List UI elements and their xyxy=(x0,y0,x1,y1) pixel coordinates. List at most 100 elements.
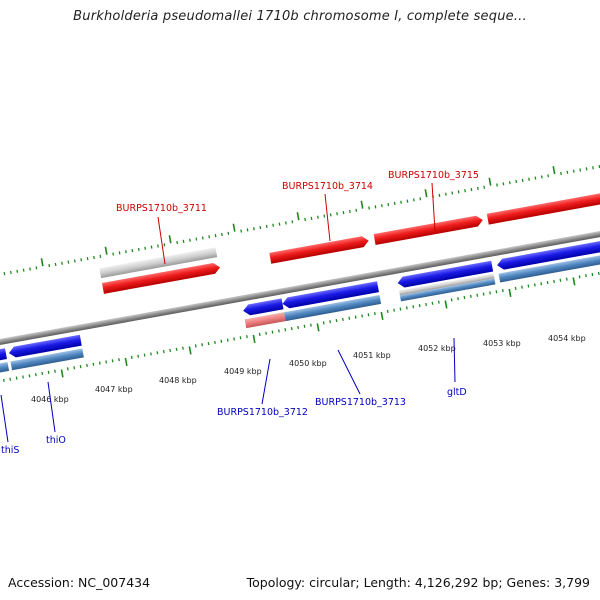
gene-label-BURPS1710b_3713[interactable]: BURPS1710b_3713 xyxy=(315,397,406,408)
minor-tick xyxy=(66,367,69,371)
gene-BURPS1710b_3713[interactable] xyxy=(282,281,379,309)
major-tick xyxy=(424,189,428,198)
minor-tick xyxy=(495,290,498,294)
major-tick xyxy=(124,357,128,367)
minor-tick xyxy=(246,228,249,232)
minor-tick xyxy=(329,320,332,324)
minor-tick xyxy=(227,231,230,235)
minor-tick xyxy=(163,243,166,247)
minor-tick xyxy=(22,375,24,379)
gene-thiS[interactable] xyxy=(0,348,7,362)
minor-tick xyxy=(457,190,460,194)
gene-BURPS1710b_3715[interactable] xyxy=(373,215,484,245)
minor-tick xyxy=(207,341,210,346)
minor-tick xyxy=(450,298,453,302)
minor-tick xyxy=(144,246,147,250)
gene-label-gltD[interactable]: gltD xyxy=(447,387,467,398)
minor-tick xyxy=(540,175,543,179)
minor-tick xyxy=(291,220,294,224)
minor-tick xyxy=(412,198,415,202)
minor-tick xyxy=(150,352,152,356)
minor-tick xyxy=(137,247,140,252)
minor-tick xyxy=(469,294,472,298)
minor-tick xyxy=(272,223,275,227)
minor-tick xyxy=(316,215,319,219)
minor-tick xyxy=(143,353,146,357)
minor-tick xyxy=(86,257,89,261)
minor-tick xyxy=(437,300,440,304)
minor-tick xyxy=(130,355,133,359)
gene-reverse-next[interactable] xyxy=(496,235,600,271)
scale-tick-label: 4053 kbp xyxy=(483,339,521,348)
minor-tick xyxy=(304,217,307,222)
scale-tick-label: 4049 kbp xyxy=(224,367,262,376)
cds-gltD[interactable] xyxy=(399,278,496,302)
minor-tick xyxy=(80,258,83,262)
cds-thiO[interactable] xyxy=(10,348,84,371)
gene-gltD[interactable] xyxy=(397,260,494,289)
minor-tick xyxy=(194,344,197,348)
scale-tick-label: 4051 kbp xyxy=(353,351,391,360)
minor-tick xyxy=(214,340,216,345)
minor-tick xyxy=(579,168,582,172)
gene-label-thiS[interactable]: thiS xyxy=(1,445,19,456)
pseudogene-gltD-bar[interactable] xyxy=(399,273,495,296)
minor-tick xyxy=(496,183,498,187)
gene-forward-next[interactable] xyxy=(486,189,600,225)
minor-tick xyxy=(169,348,172,353)
minor-tick xyxy=(476,293,479,297)
minor-tick xyxy=(214,234,217,238)
cds-3713[interactable] xyxy=(284,295,382,322)
minor-tick xyxy=(393,308,395,312)
minor-tick xyxy=(540,282,543,286)
gene-label-BURPS1710b_3712[interactable]: BURPS1710b_3712 xyxy=(217,407,308,418)
minor-tick xyxy=(157,244,159,248)
minor-tick xyxy=(489,291,491,295)
minor-tick xyxy=(28,374,31,378)
minor-tick xyxy=(92,362,95,366)
map-title: Burkholderia pseudomallei 1710b chromoso… xyxy=(73,9,527,24)
sequence-summary: Topology: circular; Length: 4,126,292 bp… xyxy=(246,575,590,590)
minor-tick xyxy=(336,212,338,216)
scale-tick-label: 4054 kbp xyxy=(548,334,586,343)
minor-tick xyxy=(54,262,57,267)
minor-tick xyxy=(111,359,114,363)
minor-tick xyxy=(514,286,517,290)
scale-tick-label: 4052 kbp xyxy=(418,344,456,353)
major-tick xyxy=(552,166,556,175)
minor-tick xyxy=(253,227,255,231)
cds-3712-partial[interactable] xyxy=(244,312,286,329)
minor-tick xyxy=(476,186,479,191)
major-tick xyxy=(508,288,512,297)
gene-BURPS1710b_3712[interactable] xyxy=(242,298,284,316)
gene-BURPS1710b_3711[interactable] xyxy=(101,262,221,294)
minor-tick xyxy=(521,285,523,289)
minor-tick xyxy=(533,283,536,287)
leader-line xyxy=(453,337,456,383)
minor-tick xyxy=(156,351,159,355)
gene-label-BURPS1710b_3715[interactable]: BURPS1710b_3715 xyxy=(388,170,479,181)
gene-BURPS1710b_3714[interactable] xyxy=(269,235,369,264)
minor-tick xyxy=(348,209,351,214)
minor-tick xyxy=(265,224,268,229)
minor-tick xyxy=(527,284,530,288)
minor-tick xyxy=(93,255,95,260)
gene-label-BURPS1710b_3714[interactable]: BURPS1710b_3714 xyxy=(282,181,373,192)
gene-label-thiO[interactable]: thiO xyxy=(46,435,66,446)
minor-tick xyxy=(566,170,569,174)
minor-tick xyxy=(444,192,447,196)
minor-tick xyxy=(341,317,344,321)
minor-tick xyxy=(41,371,44,376)
gene-label-BURPS1710b_3711[interactable]: BURPS1710b_3711 xyxy=(116,203,207,214)
cds-thiS[interactable] xyxy=(0,361,10,374)
leader-line xyxy=(337,349,361,395)
minor-tick xyxy=(521,178,524,182)
minor-tick xyxy=(9,270,12,275)
gene-thiO[interactable] xyxy=(8,334,82,359)
minor-tick xyxy=(303,324,306,328)
cds-next[interactable] xyxy=(498,249,600,283)
minor-tick xyxy=(284,328,287,332)
pseudogene-3710-bar[interactable] xyxy=(99,247,218,279)
minor-tick xyxy=(400,200,402,204)
